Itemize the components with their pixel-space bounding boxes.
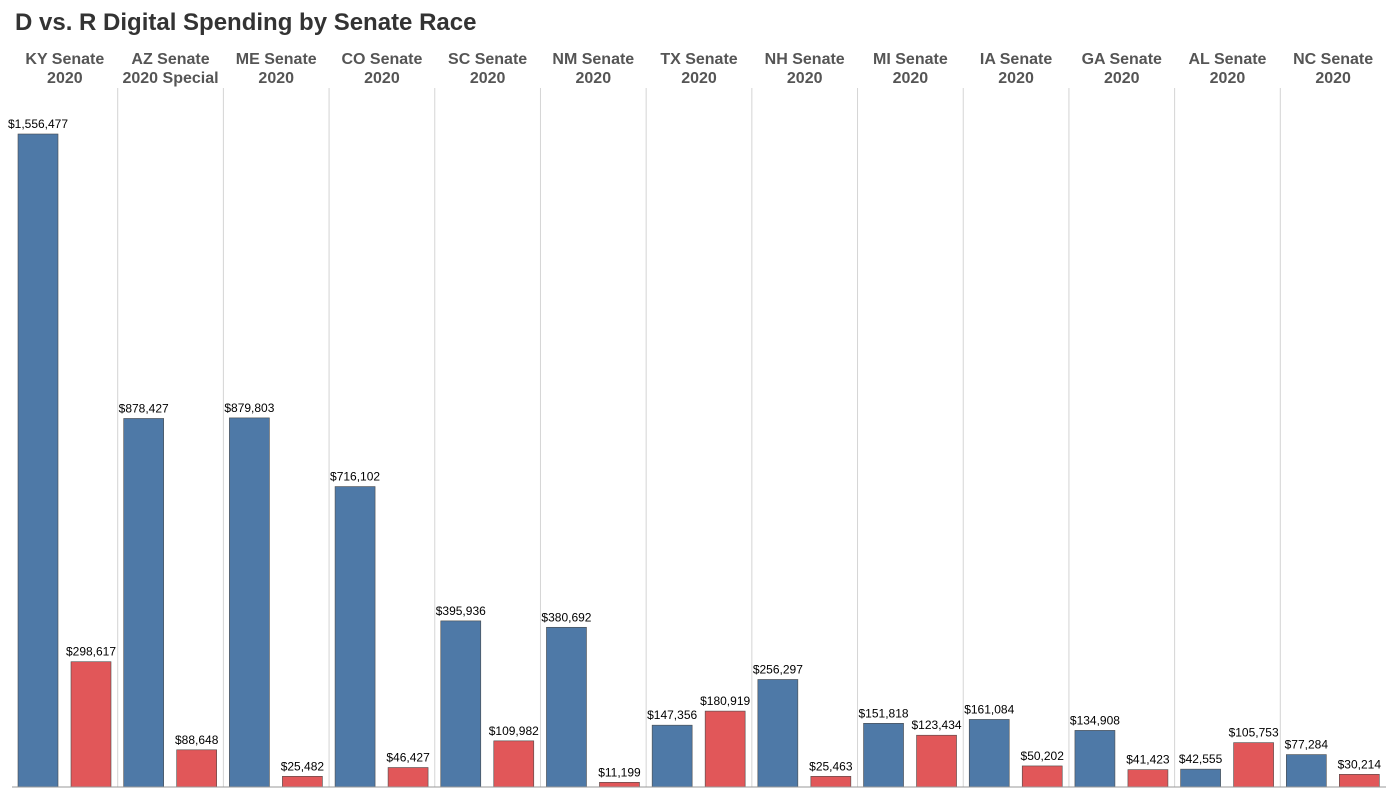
bar-r [387, 767, 429, 788]
bar-r [599, 782, 640, 788]
bar-d [17, 133, 59, 788]
data-label: $30,214 [1338, 757, 1382, 771]
data-label: $105,753 [1229, 726, 1279, 740]
category-label: IA Senate 2020 [980, 51, 1052, 87]
bar-d [546, 626, 587, 788]
category-label: AL Senate 2020 [1188, 51, 1266, 87]
data-label: $380,692 [541, 610, 591, 624]
bar-r [70, 661, 112, 788]
category-label: NM Senate 2020 [552, 51, 634, 87]
value-labels: $1,556,477 $298,617 $878,427 $88,648 $879,80… [8, 117, 1381, 779]
bar-d [968, 719, 1010, 788]
data-label: $180,919 [700, 694, 750, 708]
bar-d [1074, 730, 1116, 788]
data-label: $161,084 [964, 702, 1014, 716]
data-label: $11,199 [598, 765, 641, 779]
data-label: $41,423 [1126, 753, 1170, 767]
data-label: $46,427 [386, 751, 430, 765]
data-label: $134,908 [1070, 713, 1120, 727]
data-label: $77,284 [1285, 738, 1329, 752]
data-label: $50,202 [1021, 749, 1065, 763]
bar-r [1233, 742, 1274, 788]
bar-d [123, 418, 164, 788]
data-label: $1,556,477 [8, 117, 68, 131]
bar-d [229, 417, 270, 788]
bar-d [1286, 754, 1327, 788]
data-label: $256,297 [753, 662, 803, 676]
bars [17, 133, 1380, 788]
bar-d [440, 620, 482, 788]
bar-d [334, 486, 376, 788]
category-label: AZ Senate 2020 Special [122, 51, 218, 87]
bar-d [757, 679, 799, 788]
bar-r [176, 749, 217, 788]
data-label: $88,648 [175, 733, 219, 747]
data-label: $147,356 [647, 708, 697, 722]
bar-d [863, 723, 904, 788]
category-label: MI Senate 2020 [873, 51, 948, 87]
data-label: $109,982 [489, 724, 539, 738]
bar-r [1021, 765, 1063, 788]
category-label: SC Senate 2020 [448, 51, 527, 87]
data-label: $123,434 [912, 718, 962, 732]
bar-r [704, 710, 746, 788]
category-label: NH Senate 2020 [765, 51, 845, 87]
data-label: $25,482 [281, 759, 325, 773]
category-label: TX Senate 2020 [660, 51, 737, 87]
bar-r [1127, 769, 1169, 788]
data-label: $716,102 [330, 470, 380, 484]
bar-r [282, 776, 323, 788]
bar-r [916, 734, 957, 788]
data-label: $395,936 [436, 604, 486, 618]
data-label: $25,463 [809, 759, 853, 773]
data-label: $298,617 [66, 645, 116, 659]
bar-r [810, 776, 852, 788]
category-label: GA Senate 2020 [1082, 51, 1162, 87]
bar-r [1339, 774, 1380, 788]
bar-d [1180, 768, 1221, 788]
category-label: CO Senate 2020 [341, 51, 422, 87]
data-label: $879,803 [224, 401, 274, 415]
column-separators [117, 88, 1281, 787]
data-label: $878,427 [119, 401, 169, 415]
category-label: ME Senate 2020 [236, 51, 317, 87]
category-labels: KY Senate 2020 AZ Senate 2020 Special ME Sen… [25, 51, 1373, 87]
bar-d [651, 724, 693, 788]
chart-title: D vs. R Digital Spending by Senate Race [15, 9, 477, 36]
category-label: NC Senate 2020 [1293, 51, 1373, 87]
data-label: $42,555 [1179, 752, 1223, 766]
category-label: KY Senate 2020 [25, 51, 104, 87]
data-label: $151,818 [859, 706, 909, 720]
bar-r [493, 740, 535, 788]
